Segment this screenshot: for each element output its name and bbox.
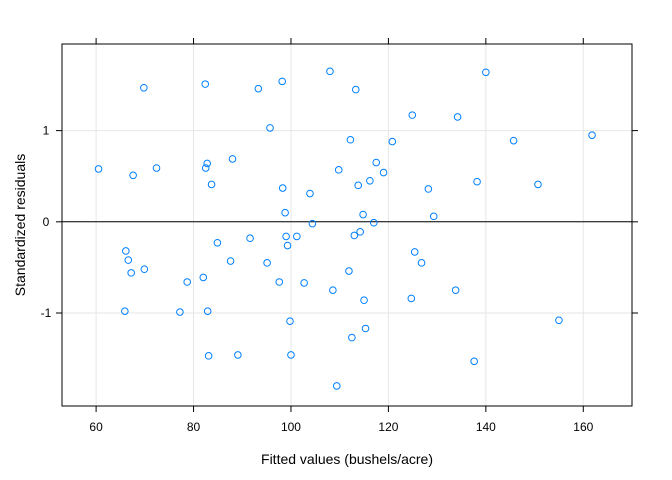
data-point [332,382,341,390]
data-point [300,279,308,287]
data-point [379,168,388,177]
data-point [350,231,359,240]
data-point [453,113,462,121]
data-point [356,228,364,236]
data-point [199,273,208,282]
data-point [372,158,381,167]
data-point [207,180,216,189]
data-point [254,84,263,93]
data-point [228,155,237,163]
x-tick-label: 60 [89,420,103,434]
data-point [201,164,210,172]
data-point [369,218,378,227]
data-point [417,259,426,267]
data-point [588,131,596,139]
data-point [308,219,317,228]
data-point [408,111,417,119]
data-point [201,80,210,88]
data-point [361,324,370,333]
data-point [473,177,481,186]
data-point [388,137,397,146]
y-axis-title: Standardized residuals [12,154,28,296]
data-point [121,307,129,315]
data-point [354,181,363,190]
x-axis-title: Fitted values (bushels/acre) [261,451,433,467]
data-point [213,238,222,247]
data-point [482,68,490,77]
data-point [451,286,460,294]
data-point [278,77,287,86]
data-point [203,307,212,315]
x-tick-label: 80 [187,420,201,434]
data-point [226,257,235,265]
data-point [345,267,353,275]
grid [62,44,632,406]
data-point [334,166,343,174]
data-point [346,135,355,144]
data-point [286,317,294,325]
data-point [176,308,184,316]
x-tick-label: 100 [281,420,301,434]
data-point [94,165,103,173]
x-tick-label: 140 [476,420,496,434]
data-point [282,232,290,241]
x-axis: 60 80 100 120 140 160 [89,38,594,434]
data-point [203,159,211,168]
data-point [122,247,130,255]
x-tick-label: 160 [573,420,593,434]
data-point [263,259,271,267]
data-point [129,171,137,180]
data-point [407,294,416,303]
data-points [94,67,596,390]
data-point [287,351,295,359]
data-point [348,333,356,342]
data-point [140,265,149,274]
data-point [246,234,254,243]
data-point [359,210,367,219]
data-point [234,351,242,359]
data-point [534,180,542,189]
data-point [204,352,213,360]
x-tick-label: 120 [378,420,398,434]
data-point [183,278,192,286]
data-point [152,164,161,172]
data-point [275,278,284,286]
data-point [266,124,274,132]
data-point [326,67,334,76]
data-point [124,256,133,264]
data-point [424,185,433,193]
y-tick-label: 0 [43,215,50,229]
data-point [127,269,135,277]
data-point [410,248,419,256]
data-point [555,316,563,325]
data-point [283,241,292,250]
data-point [360,296,368,305]
y-tick-label: -1 [41,306,52,320]
data-point [278,184,287,192]
data-point [281,208,289,217]
data-point [351,85,360,94]
data-point [306,189,314,198]
y-tick-label: 1 [43,124,50,138]
data-point [293,232,301,241]
data-point [470,357,478,366]
plot-panel [61,43,633,407]
data-point [509,136,518,145]
data-point [366,176,374,185]
y-axis: -1 0 1 [41,124,638,320]
data-point [429,212,438,221]
data-point [140,83,148,92]
data-point [329,286,337,294]
